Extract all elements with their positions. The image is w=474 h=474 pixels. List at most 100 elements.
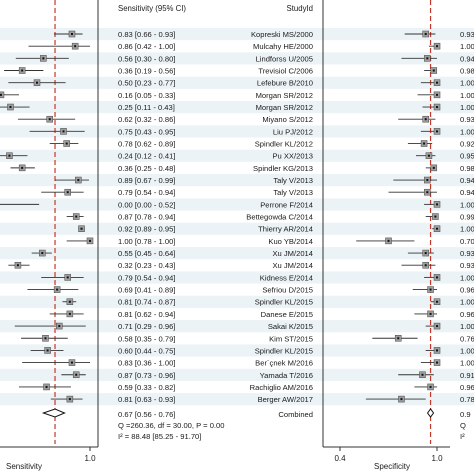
study-name: Miyano S/2012 (262, 115, 313, 124)
specificity-value: 1.00 (460, 42, 474, 51)
specificity-panel (356, 0, 441, 444)
specificity-point-center (436, 45, 439, 48)
study-name: Lefebure B/2010 (257, 79, 313, 88)
specificity-value: 0.94 (460, 176, 474, 185)
specificity-point-center (429, 312, 432, 315)
sensitivity-value: 0.83 [0.36 - 1.00] (118, 359, 175, 368)
sensitivity-value: 0.62 [0.32 - 0.86] (118, 115, 175, 124)
sensitivity-value: 0.60 [0.44 - 0.75] (118, 346, 175, 355)
sensitivity-point-center (21, 166, 24, 169)
sensitivity-value: 0.58 [0.35 - 0.79] (118, 334, 175, 343)
specificity-point-center (436, 130, 439, 133)
specificity-point-center (400, 398, 403, 401)
sensitivity-value: 0.83 [0.66 - 0.93] (118, 30, 175, 39)
axes (0, 0, 450, 451)
sensitivity-value: 0.32 [0.23 - 0.43] (118, 261, 175, 270)
specificity-point-center (436, 106, 439, 109)
specificity-axis-label: Specificity (374, 462, 410, 471)
specificity-point-center (432, 69, 435, 72)
row-stripe (0, 247, 474, 260)
sensitivity-point-center (0, 93, 2, 96)
specificity-value: 1.00 (460, 79, 474, 88)
specificity-value: 0.92 (460, 140, 474, 149)
sensitivity-value: 0.71 [0.29 - 0.96] (118, 322, 175, 331)
sens-tick-1: 1.0 (84, 454, 96, 463)
specificity-value: 0.96 (460, 286, 474, 295)
sensitivity-value: 0.87 [0.73 - 0.96] (118, 371, 175, 380)
specificity-value: 1.00 (460, 225, 474, 234)
specificity-point-center (426, 179, 429, 182)
study-name: Yamada T/2016 (260, 371, 313, 380)
study-name: Taly V/2013 (273, 176, 313, 185)
sensitivity-value: 0.87 [0.78 - 0.94] (118, 213, 175, 222)
sensitivity-value: 0.81 [0.63 - 0.93] (118, 395, 175, 404)
sensitivity-value: 0.81 [0.74 - 0.87] (118, 298, 175, 307)
specificity-point-center (429, 288, 432, 291)
sensitivity-point-center (41, 252, 44, 255)
specificity-value: 0.78 (460, 395, 474, 404)
sensitivity-point-center (16, 264, 19, 267)
specificity-point-center (436, 361, 439, 364)
sensitivity-point-center (36, 81, 38, 84)
heterogeneity-i2-right: I² (460, 432, 465, 441)
specificity-value: 0.70 (460, 237, 474, 246)
sensitivity-point-center (68, 398, 71, 401)
study-name: Sefriou D/2015 (262, 286, 313, 295)
specificity-point-center (424, 118, 427, 121)
row-stripes (0, 28, 474, 406)
sensitivity-point-center (65, 142, 68, 145)
study-name: Xu JM/2014 (272, 249, 313, 258)
row-labels: 0.83 [0.66 - 0.93] Kopreski MS/2000 0.93 0.… (118, 30, 474, 404)
specificity-point-center (436, 276, 439, 279)
sensitivity-point-center (70, 33, 73, 35)
sensitivity-value: 0.56 [0.30 - 0.80] (118, 54, 175, 63)
heterogeneity-q-right: Q (460, 421, 466, 430)
specificity-point-center (397, 337, 400, 340)
specificity-point-center (426, 57, 429, 60)
study-column-header: StudyId (287, 4, 313, 13)
specificity-value: 0.98 (460, 164, 474, 173)
study-name: Bettegowda C/2014 (246, 213, 313, 222)
row-stripe (0, 320, 474, 333)
row-stripe (0, 344, 474, 357)
specificity-point-center (421, 373, 424, 376)
sensitivity-value: 0.00 [0.00 - 0.52] (118, 200, 175, 209)
sensitivity-value: 0.79 [0.54 - 0.94] (118, 273, 175, 282)
row-stripe (0, 76, 474, 89)
heterogeneity-i2: I² = 88.48 [85.25 - 91.70] (118, 432, 201, 441)
study-name: Kidness E/2014 (260, 273, 313, 282)
specificity-point-center (426, 191, 429, 194)
sensitivity-value: 0.78 [0.62 - 0.89] (118, 140, 175, 149)
pooled-specificity-diamond (426, 408, 435, 418)
sensitivity-panel (0, 0, 94, 444)
sensitivity-value: 0.79 [0.54 - 0.94] (118, 188, 175, 197)
heterogeneity-q: Q =260.36, df = 30.00, P = 0.00 (118, 421, 224, 430)
specificity-value: 1.00 (460, 91, 474, 100)
specificity-value: 0.76 (460, 334, 474, 343)
study-name: Taly V/2013 (273, 188, 313, 197)
row-stripe (0, 125, 474, 138)
sensitivity-value: 0.89 [0.67 - 0.99] (118, 176, 175, 185)
study-name: Rachiglio AM/2016 (250, 383, 313, 392)
specificity-value: 0.91 (460, 371, 474, 380)
study-name: Kim ST/2015 (269, 334, 313, 343)
combined-label: Combined (278, 410, 313, 419)
specificity-point-center (436, 203, 439, 206)
specificity-value: 0.95 (460, 152, 474, 161)
specificity-point-center (436, 325, 439, 328)
row-stripe (0, 198, 474, 211)
row-stripe (0, 295, 474, 308)
specificity-point-center (424, 264, 427, 267)
sensitivity-point-center (48, 118, 51, 121)
sensitivity-value: 0.59 [0.33 - 0.82] (118, 383, 175, 392)
specificity-point-center (423, 142, 426, 145)
specificity-point-center (432, 166, 435, 169)
sensitivity-point-center (46, 349, 49, 352)
specificity-value: 0.93 (460, 261, 474, 270)
study-name: Pu XX/2013 (272, 152, 313, 161)
spec-tick-0: 0.4 (334, 454, 346, 463)
study-name: Kopreski MS/2000 (251, 30, 313, 39)
sensitivity-point-center (58, 325, 61, 328)
pooled-sensitivity-value: 0.67 [0.56 - 0.76] (118, 410, 175, 419)
specificity-value: 1.00 (460, 359, 474, 368)
